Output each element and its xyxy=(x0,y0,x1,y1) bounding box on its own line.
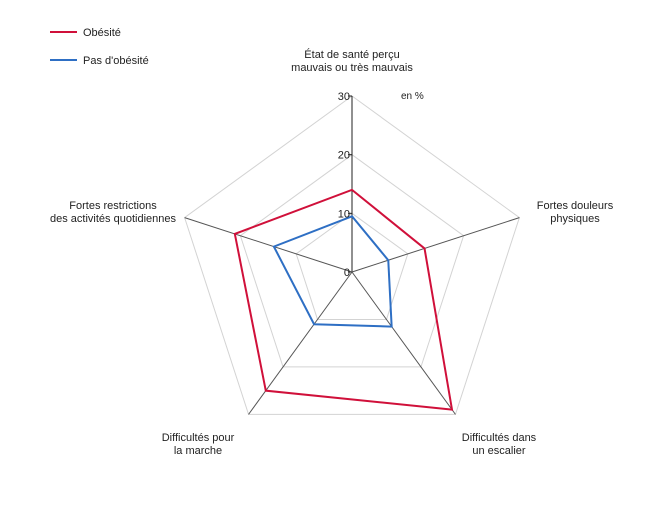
legend: Obésité Pas d'obésité xyxy=(50,27,149,67)
axis-label: Difficultés pour la marche xyxy=(162,432,235,457)
axis-spoke xyxy=(248,271,353,415)
axis-label: État de santé perçu mauvais ou très mauva… xyxy=(291,48,413,74)
series xyxy=(233,188,454,411)
series-line-2 xyxy=(272,215,393,328)
axis-label: Fortes douleurs physiques xyxy=(537,200,614,225)
legend-label: Obésité xyxy=(83,27,121,39)
tick-labels: 0 10 20 30 xyxy=(338,91,350,279)
tick-label: 30 xyxy=(338,91,350,103)
axis-spoke xyxy=(184,217,353,273)
grid-ring xyxy=(184,95,520,415)
series-line-1 xyxy=(233,188,454,411)
axis-label: Difficultés dans un escalier xyxy=(462,432,537,457)
axis-spoke xyxy=(351,217,520,273)
tick-label: 0 xyxy=(344,267,350,279)
axes xyxy=(184,95,520,415)
unit-label: en % xyxy=(401,91,424,102)
legend-label: Pas d'obésité xyxy=(83,55,149,67)
grid-ring xyxy=(295,212,409,320)
tick-label: 10 xyxy=(338,208,350,220)
grid-ring xyxy=(239,154,465,368)
tick-label: 20 xyxy=(338,150,350,162)
axis-labels: État de santé perçu mauvais ou très mauva… xyxy=(50,48,614,457)
axis-label: Fortes restrictions des activités quotidi… xyxy=(50,200,176,225)
grid xyxy=(184,95,520,415)
axis-spoke xyxy=(351,271,456,415)
